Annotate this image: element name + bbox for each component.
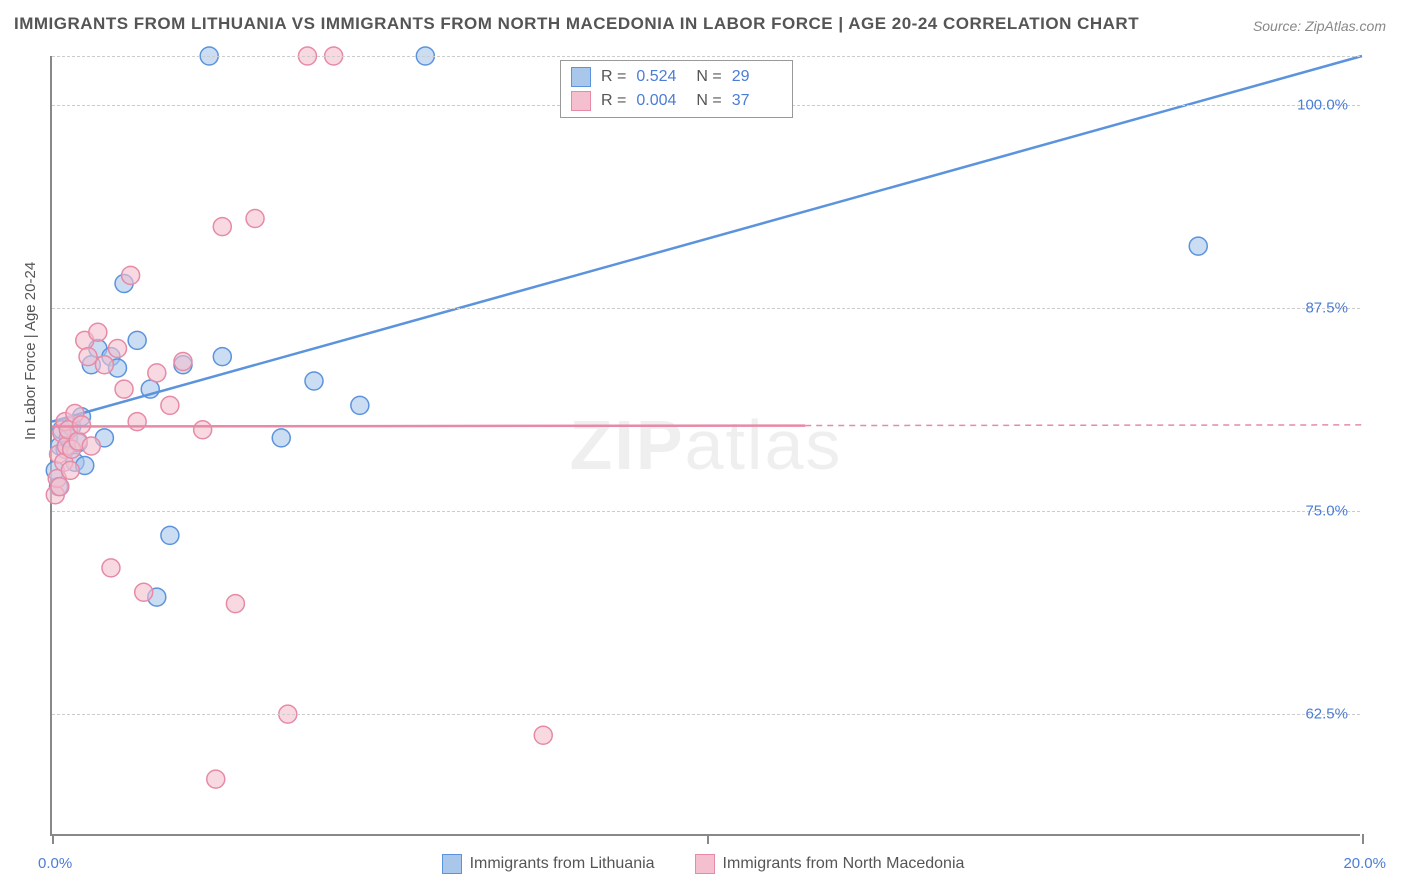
- x-tick: [707, 834, 709, 844]
- scatter-point: [174, 353, 192, 371]
- stat-n-value: 29: [732, 65, 782, 89]
- stats-row: R = 0.524 N = 29: [571, 65, 782, 89]
- scatter-point: [128, 413, 146, 431]
- chart-svg: [52, 56, 1360, 834]
- scatter-point: [161, 526, 179, 544]
- stat-r-value: 0.004: [636, 89, 686, 113]
- x-tick: [1362, 834, 1364, 844]
- scatter-point: [82, 437, 100, 455]
- scatter-point: [72, 416, 90, 434]
- scatter-point: [128, 331, 146, 349]
- scatter-point: [95, 356, 113, 374]
- y-tick-label: 62.5%: [1305, 706, 1348, 723]
- stats-row: R = 0.004 N = 37: [571, 89, 782, 113]
- gridline: [52, 56, 1360, 57]
- trend-line-dashed: [805, 425, 1362, 426]
- stat-r-label: R =: [601, 65, 626, 89]
- scatter-point: [194, 421, 212, 439]
- x-tick-label: 20.0%: [1343, 855, 1386, 872]
- scatter-point: [213, 348, 231, 366]
- scatter-point: [115, 380, 133, 398]
- scatter-point: [109, 340, 127, 358]
- bottom-legend: Immigrants from Lithuania Immigrants from…: [0, 854, 1406, 874]
- y-axis-label: In Labor Force | Age 20-24: [22, 262, 39, 440]
- stats-legend-box: R = 0.524 N = 29 R = 0.004 N = 37: [560, 60, 793, 118]
- y-tick-label: 87.5%: [1305, 299, 1348, 316]
- chart-title: IMMIGRANTS FROM LITHUANIA VS IMMIGRANTS …: [14, 14, 1139, 34]
- scatter-point: [305, 372, 323, 390]
- scatter-point: [246, 210, 264, 228]
- scatter-point: [213, 218, 231, 236]
- gridline: [52, 308, 1360, 309]
- stat-r-label: R =: [601, 89, 626, 113]
- scatter-point: [207, 770, 225, 788]
- gridline: [52, 714, 1360, 715]
- stat-n-label: N =: [696, 65, 721, 89]
- y-tick-label: 100.0%: [1297, 96, 1348, 113]
- stats-swatch: [571, 91, 591, 111]
- trend-line: [52, 426, 805, 427]
- scatter-point: [161, 396, 179, 414]
- scatter-point: [351, 396, 369, 414]
- scatter-point: [148, 364, 166, 382]
- gridline: [52, 511, 1360, 512]
- scatter-point: [122, 266, 140, 284]
- scatter-point: [51, 478, 69, 496]
- scatter-point: [61, 461, 79, 479]
- legend-item: Immigrants from North Macedonia: [695, 854, 965, 874]
- stat-r-value: 0.524: [636, 65, 686, 89]
- scatter-point: [79, 348, 97, 366]
- stats-swatch: [571, 67, 591, 87]
- x-tick: [52, 834, 54, 844]
- stat-n-label: N =: [696, 89, 721, 113]
- stat-n-value: 37: [732, 89, 782, 113]
- legend-item: Immigrants from Lithuania: [442, 854, 655, 874]
- scatter-point: [226, 595, 244, 613]
- y-tick-label: 75.0%: [1305, 503, 1348, 520]
- scatter-point: [272, 429, 290, 447]
- legend-label: Immigrants from Lithuania: [470, 855, 655, 873]
- legend-swatch: [442, 854, 462, 874]
- plot-area: ZIPatlas 62.5%75.0%87.5%100.0%: [50, 56, 1360, 836]
- scatter-point: [89, 323, 107, 341]
- legend-swatch: [695, 854, 715, 874]
- scatter-point: [1189, 237, 1207, 255]
- legend-label: Immigrants from North Macedonia: [723, 855, 965, 873]
- x-tick-label: 0.0%: [38, 855, 72, 872]
- scatter-point: [534, 726, 552, 744]
- scatter-point: [102, 559, 120, 577]
- scatter-point: [135, 583, 153, 601]
- source-label: Source: ZipAtlas.com: [1253, 18, 1386, 34]
